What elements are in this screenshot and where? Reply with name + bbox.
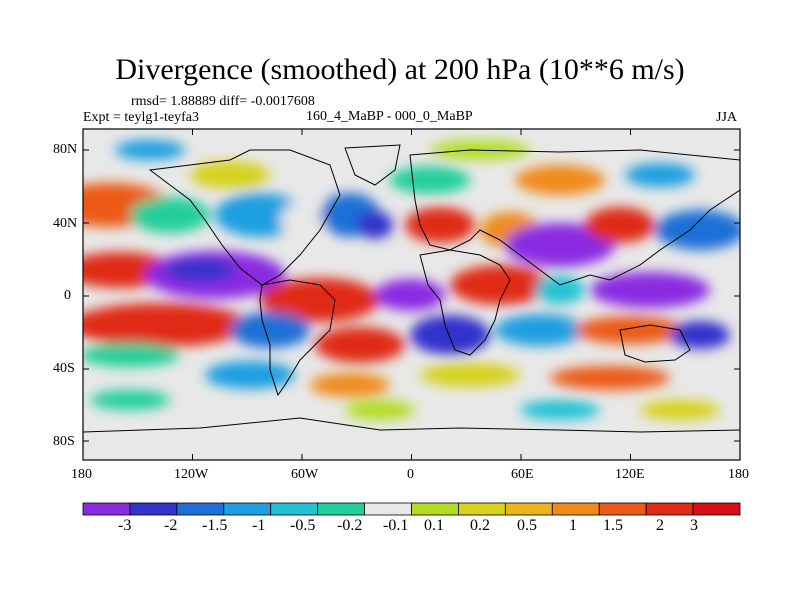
lat-label-80s: 80S (53, 434, 75, 449)
south-america-outline (259, 279, 336, 397)
lat-label-40s: 40S (53, 361, 75, 376)
experiment-label: Expt = teylg1-teyfa3 (83, 110, 199, 125)
colorbar-label: -0.2 (337, 517, 363, 534)
colorbar-label: 0.5 (517, 517, 537, 534)
lat-label-40n: 40N (53, 216, 78, 231)
stats-line: rmsd= 1.88889 diff= -0.0017608 (131, 94, 315, 109)
divergence-field (83, 140, 740, 420)
colorbar-swatch (458, 502, 506, 516)
lon-label-180e: 180 (728, 467, 749, 482)
colorbar-swatch (411, 502, 459, 516)
colorbar (82, 502, 741, 516)
colorbar-label: 1 (569, 517, 577, 534)
colorbar-label: -1 (252, 517, 266, 534)
colorbar-swatch (82, 502, 131, 516)
season-label: JJA (716, 110, 738, 125)
lon-label-0: 0 (407, 467, 414, 482)
antarctica-outline (83, 417, 740, 433)
colorbar-swatch (504, 502, 553, 516)
colorbar-label: 3 (690, 517, 698, 534)
colorbar-label: -1.5 (202, 517, 228, 534)
comparison-label: 160_4_MaBP - 000_0_MaBP (306, 109, 473, 124)
lat-label-0: 0 (64, 288, 71, 303)
lon-label-180w: 180 (71, 467, 92, 482)
colorbar-swatch (598, 502, 647, 516)
map-title: Divergence (smoothed) at 200 hPa (10**6 … (115, 53, 685, 86)
colorbar-swatch (317, 502, 365, 516)
colorbar-swatch (692, 502, 741, 516)
lon-label-120w: 120W (174, 467, 209, 482)
colorbar-swatch (270, 502, 319, 516)
lon-label-60e: 60E (511, 467, 534, 482)
lon-label-120e: 120E (615, 467, 645, 482)
colorbar-label: 1.5 (603, 517, 623, 534)
australia-outline (619, 324, 691, 363)
colorbar-swatch (645, 502, 694, 516)
greenland-outline (344, 144, 401, 186)
africa-outline (419, 249, 511, 356)
lon-label-60w: 60W (291, 467, 319, 482)
colorbar-label: 0.2 (470, 517, 490, 534)
continent-outlines (83, 144, 740, 433)
colorbar-swatch (223, 502, 272, 516)
axis-ticks (82, 129, 741, 460)
eurasia-outline (409, 149, 740, 286)
north-america-outline (148, 149, 341, 286)
colorbar-label: -0.1 (383, 517, 409, 534)
colorbar-label: -2 (164, 517, 178, 534)
colorbar-label: 0.1 (424, 517, 444, 534)
colorbar-swatch (364, 502, 412, 516)
lat-label-80n: 80N (53, 142, 78, 157)
colorbar-label: -3 (118, 517, 132, 534)
colorbar-swatch (176, 502, 225, 516)
colorbar-swatch (129, 502, 178, 516)
colorbar-label: 2 (656, 517, 664, 534)
colorbar-label: -0.5 (290, 517, 316, 534)
colorbar-swatch (551, 502, 600, 516)
